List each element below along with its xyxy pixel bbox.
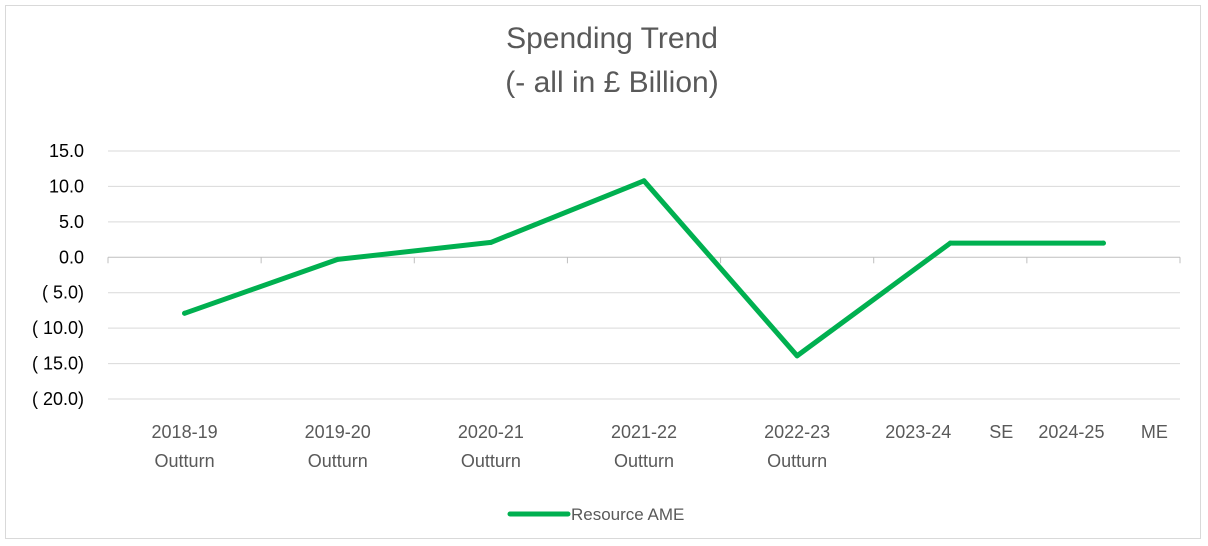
legend-label-resource-ame: Resource AME <box>571 505 684 524</box>
data-point-0-0 <box>182 310 188 316</box>
grid-layer <box>108 150 1180 400</box>
data-point-0-3 <box>641 178 647 184</box>
y-tick-label-3: 0.0 <box>59 247 84 267</box>
data-point-0-6 <box>1100 240 1106 246</box>
x-label-1-line2: Outturn <box>308 451 368 471</box>
data-point-0-4 <box>794 353 800 359</box>
x-label-2-line2: Outturn <box>461 451 521 471</box>
x-label-2-line1: 2020-21 <box>458 422 524 442</box>
x-label-1-line1: 2019-20 <box>305 422 371 442</box>
y-tick-label-2: 5.0 <box>59 212 84 232</box>
x-label-5-line2: SE <box>989 422 1013 442</box>
x-label-3-line2: Outturn <box>614 451 674 471</box>
data-point-0-5 <box>947 240 953 246</box>
series-layer <box>182 178 1106 359</box>
y-tick-label-7: ( 20.0) <box>32 389 84 409</box>
y-tick-label-1: 10.0 <box>49 176 84 196</box>
y-tick-label-6: ( 15.0) <box>32 354 84 374</box>
chart-subtitle: (- all in £ Billion) <box>505 66 718 99</box>
chart-title: Spending Trend <box>506 22 718 55</box>
x-label-6-line1: 2024-25 <box>1038 422 1104 442</box>
data-point-0-1 <box>335 256 341 262</box>
y-tick-label-4: ( 5.0) <box>42 283 84 303</box>
x-label-0-line2: Outturn <box>155 451 215 471</box>
chart-title-group: Spending Trend (- all in £ Billion) <box>505 22 718 99</box>
x-label-3-line1: 2021-22 <box>611 422 677 442</box>
series-line-0 <box>182 178 1106 359</box>
data-point-0-2 <box>488 239 494 245</box>
y-tick-label-5: ( 10.0) <box>32 318 84 338</box>
x-label-4-line2: Outturn <box>767 451 827 471</box>
x-label-5-line1: 2023-24 <box>885 422 951 442</box>
y-tick-label-0: 15.0 <box>49 141 84 161</box>
legend: Resource AME <box>507 505 684 524</box>
x-label-4-line1: 2022-23 <box>764 422 830 442</box>
chart-frame <box>5 5 1201 539</box>
x-label-0-line1: 2018-19 <box>152 422 218 442</box>
axis-layer: 15.0 10.0 5.0 0.0 ( 5.0) ( 10.0) ( 15.0) ( 20.0… <box>32 141 1181 471</box>
x-label-6-line2: ME <box>1141 422 1168 442</box>
